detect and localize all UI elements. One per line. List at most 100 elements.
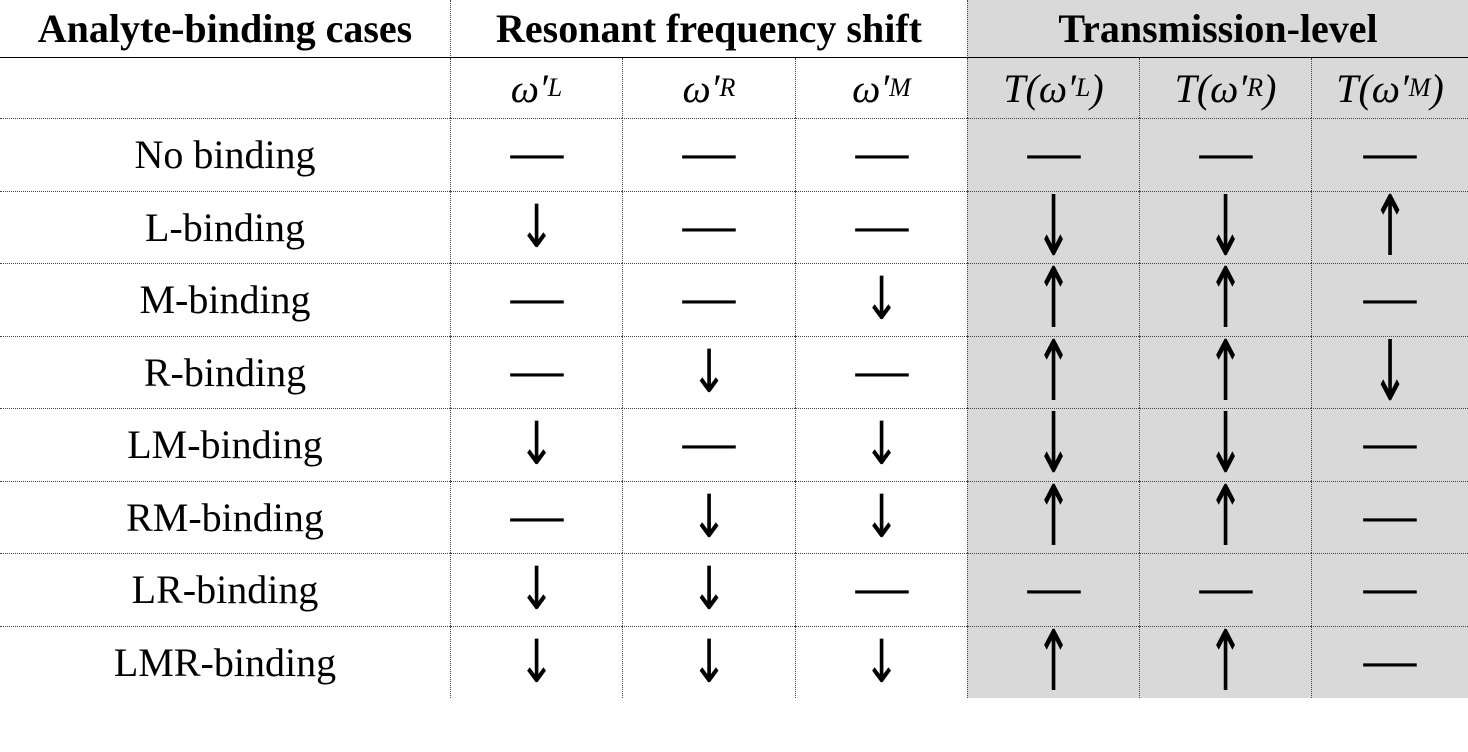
column-header: T(ω′ R): [1139, 58, 1311, 118]
column-header: ω′ R: [622, 58, 795, 118]
state-symbol: ↓: [863, 265, 900, 335]
header-subscript: L: [1075, 73, 1091, 102]
state-cell: ↑: [1139, 324, 1311, 421]
row-label: M-binding: [0, 263, 450, 336]
row-label: R-binding: [0, 335, 450, 409]
header-prefix: T(: [1174, 65, 1211, 111]
header-symbol: ω′: [510, 65, 548, 111]
state-symbol: ↑: [1207, 251, 1244, 349]
header-prefix: T(: [1336, 65, 1372, 111]
row-label-text: RM-binding: [126, 494, 324, 540]
header-symbol: ω′: [1371, 65, 1409, 111]
state-cell: —: [795, 190, 967, 263]
state-symbol: ↓: [518, 192, 555, 262]
state-cell: ↑: [967, 614, 1139, 711]
header-subscript: R: [1247, 73, 1264, 102]
state-symbol: ↑: [1207, 468, 1244, 566]
state-cell: ↓: [622, 553, 795, 626]
state-cell: ↑: [1139, 251, 1311, 348]
row-label-text: L-binding: [145, 204, 305, 250]
state-symbol: ↑: [1035, 468, 1072, 566]
header-prefix: T(: [1003, 65, 1039, 111]
state-symbol: —: [679, 201, 739, 253]
group-header-text: Analyte-binding cases: [37, 6, 413, 51]
state-cell: —: [795, 335, 967, 408]
state-cell: —: [1311, 480, 1468, 553]
state-symbol: —: [851, 564, 912, 616]
state-cell: ↓: [450, 625, 622, 698]
header-symbol: ω′: [1210, 65, 1248, 111]
state-cell: ↓: [622, 480, 795, 553]
state-symbol: —: [1195, 129, 1256, 181]
state-cell: ↓: [1139, 396, 1311, 493]
state-symbol: ↓: [1035, 396, 1072, 494]
state-cell: —: [1311, 263, 1468, 336]
state-cell: ↓: [967, 179, 1139, 276]
state-symbol: ↑: [1035, 251, 1072, 349]
state-symbol: —: [679, 129, 739, 181]
column-header: ω′ L: [450, 58, 622, 118]
state-symbol: —: [679, 419, 739, 471]
state-cell: —: [967, 553, 1139, 626]
state-cell: —: [622, 190, 795, 263]
state-cell: —: [1139, 553, 1311, 626]
group-header: Resonant frequency shift: [450, 0, 967, 58]
row-label: RM-binding: [0, 480, 450, 554]
state-cell: —: [622, 118, 795, 191]
state-symbol: ↓: [863, 627, 900, 697]
state-cell: ↑: [967, 469, 1139, 566]
state-cell: ↓: [795, 408, 967, 481]
row-label: No binding: [0, 118, 450, 191]
state-symbol: —: [1360, 564, 1420, 616]
state-symbol: ↑: [1035, 323, 1072, 421]
state-cell: —: [622, 408, 795, 481]
state-cell: —: [450, 263, 622, 336]
row-label: LR-binding: [0, 553, 450, 626]
state-symbol: ↓: [863, 410, 900, 480]
state-cell: —: [450, 335, 622, 408]
state-symbol: —: [1360, 636, 1420, 688]
state-symbol: ↓: [690, 337, 728, 407]
header-suffix: ): [1430, 65, 1444, 111]
state-cell: ↓: [795, 263, 967, 336]
state-symbol: ↑: [1371, 178, 1409, 276]
state-cell: —: [1139, 118, 1311, 191]
state-symbol: —: [851, 346, 912, 398]
row-label-text: LMR-binding: [113, 639, 337, 685]
state-cell: —: [622, 263, 795, 336]
state-symbol: ↑: [1207, 323, 1244, 421]
header-suffix: ): [1090, 65, 1104, 111]
state-cell: —: [1311, 553, 1468, 626]
column-header: T(ω′ M): [1311, 58, 1468, 118]
column-header: ω′ M: [795, 58, 967, 118]
row-label-text: LM-binding: [127, 422, 323, 468]
state-symbol: —: [506, 129, 567, 181]
state-symbol: ↓: [690, 627, 728, 697]
group-header: Analyte-binding cases: [0, 0, 450, 58]
state-symbol: —: [851, 201, 912, 253]
state-symbol: ↓: [1207, 178, 1244, 276]
state-cell: —: [795, 553, 967, 626]
state-symbol: ↓: [518, 627, 555, 697]
state-symbol: —: [851, 129, 912, 181]
state-cell: ↓: [450, 408, 622, 481]
group-header: Transmission-level: [967, 0, 1468, 58]
state-symbol: —: [506, 491, 567, 543]
state-cell: ↓: [1139, 179, 1311, 276]
row-label: L-binding: [0, 190, 450, 264]
state-cell: —: [967, 118, 1139, 191]
state-symbol: —: [1360, 274, 1420, 326]
state-symbol: ↑: [1207, 613, 1244, 711]
state-symbol: —: [1195, 564, 1256, 616]
state-symbol: ↓: [690, 555, 728, 625]
state-cell: ↑: [967, 324, 1139, 421]
row-label-text: No binding: [134, 132, 316, 178]
state-cell: —: [795, 118, 967, 191]
header-subscript: M: [1408, 73, 1431, 102]
header-suffix: ): [1263, 65, 1277, 111]
state-symbol: ↓: [1035, 178, 1072, 276]
state-symbol: —: [1360, 419, 1420, 471]
state-cell: ↑: [1311, 179, 1468, 276]
state-cell: ↓: [795, 625, 967, 698]
row-label: LMR-binding: [0, 625, 450, 699]
